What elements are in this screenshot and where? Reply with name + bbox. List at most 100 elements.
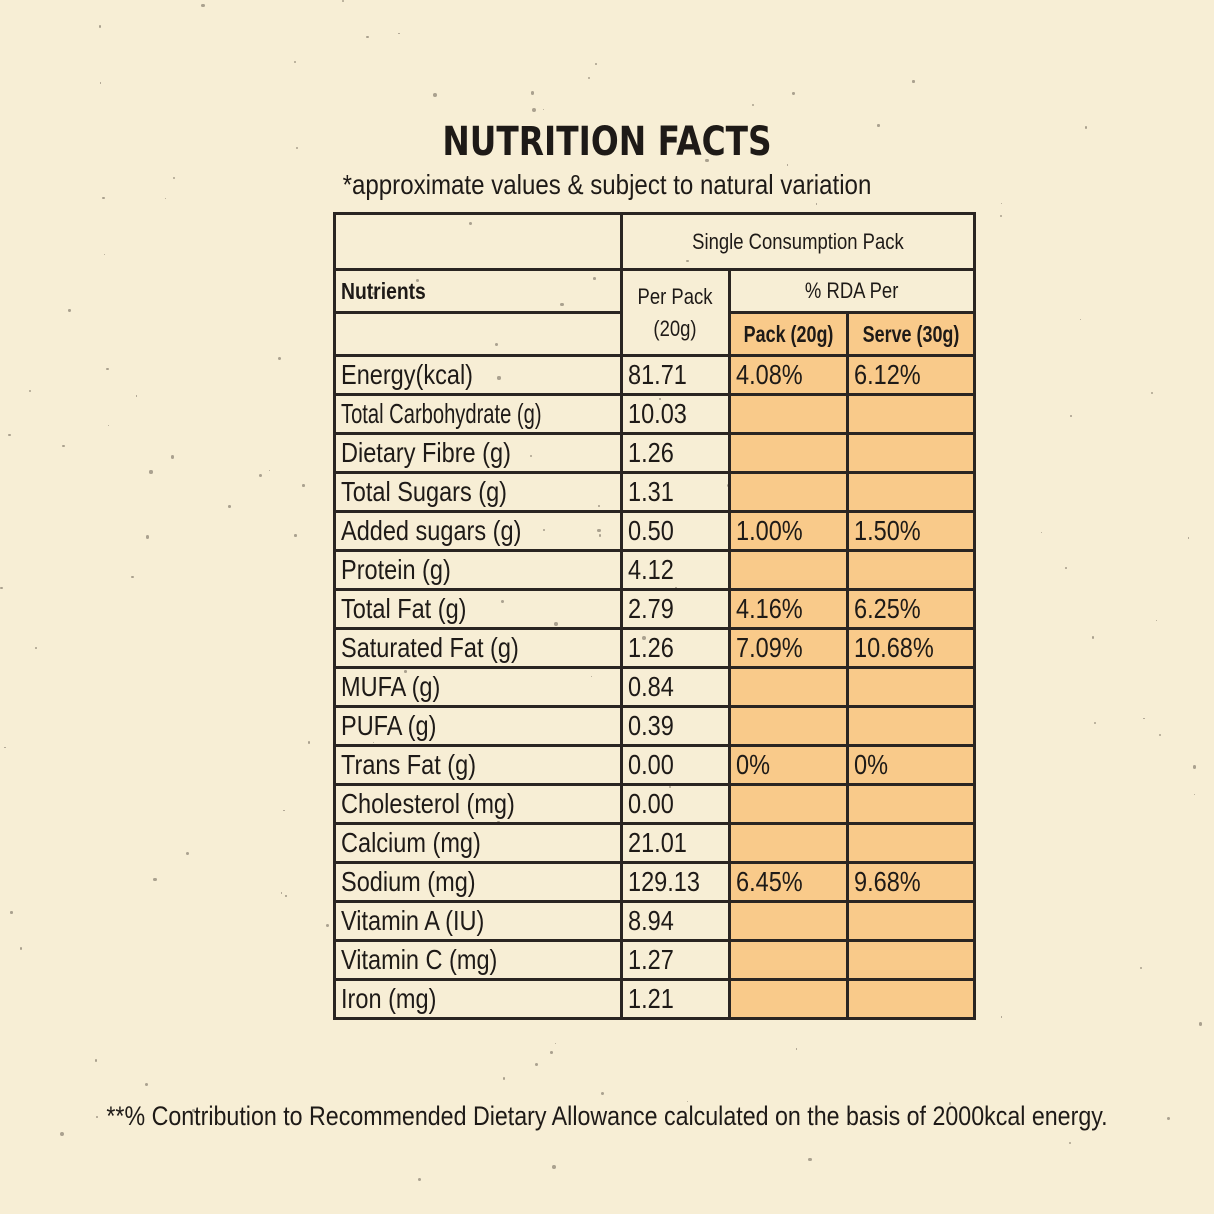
table-row: Saturated Fat (g) 1.26 7.09% 10.68% [333, 627, 976, 669]
rda-pack-value [727, 432, 849, 474]
paper-speck [280, 891, 283, 894]
rda-pack-value [727, 939, 849, 981]
paper-speck [554, 1043, 557, 1045]
rda-pack-value [727, 549, 849, 591]
paper-speck [144, 1083, 148, 1087]
paper-speck [4, 746, 6, 748]
per-pack-value: 129.13 [619, 861, 731, 903]
paper-speck [531, 107, 536, 112]
rda-serve-value [845, 939, 976, 981]
paper-speck [98, 25, 102, 28]
paper-speck [588, 77, 591, 80]
paper-speck [99, 82, 102, 84]
paper-speck [1193, 793, 1195, 796]
rda-pack-value [727, 900, 849, 942]
paper-speck [1091, 636, 1095, 639]
paper-speck [307, 741, 311, 744]
table-row: MUFA (g) 0.84 [333, 666, 976, 708]
paper-speck [1079, 318, 1082, 320]
rda-serve-value [845, 900, 976, 942]
paper-speck [1041, 531, 1043, 533]
paper-speck [0, 587, 3, 590]
footnote: **% Contribution to Recommended Dietary … [106, 1101, 1108, 1131]
paper-speck [1139, 967, 1143, 970]
rda-pack-value: 1.00% [727, 510, 849, 552]
paper-speck [530, 90, 535, 95]
rda-serve-value: 6.25% [845, 588, 976, 630]
paper-speck [686, 1100, 689, 1102]
per-pack-value: 2.79 [619, 588, 731, 630]
paper-speck [20, 947, 23, 950]
table-row: Energy(kcal) 81.71 4.08% 6.12% [333, 354, 976, 396]
paper-speck [1143, 717, 1145, 720]
nutrient-name: Vitamin A (IU) [333, 900, 623, 942]
per-pack-value: 1.26 [619, 627, 731, 669]
paper-speck [1084, 126, 1087, 129]
rda-header: % RDA Per [727, 268, 976, 314]
per-pack-value: 0.84 [619, 666, 731, 708]
paper-speck [502, 1077, 506, 1081]
nutrient-name: Calcium (mg) [333, 822, 623, 864]
paper-speck [227, 505, 231, 508]
nutrient-name: Iron (mg) [333, 978, 623, 1020]
rda-serve-value [845, 666, 976, 708]
table-row: Calcium (mg) 21.01 [333, 822, 976, 864]
rda-pack-value [727, 705, 849, 747]
nutrient-name: Total Carbohydrate (g) [333, 393, 623, 435]
nutrient-name: Sodium (mg) [333, 861, 623, 903]
empty-sub-cell [333, 311, 623, 357]
paper-speck [173, 177, 176, 180]
per-pack-value: 21.01 [619, 822, 731, 864]
paper-speck [877, 124, 880, 127]
rda-pack-value [727, 666, 849, 708]
table-row: Total Carbohydrate (g) 10.03 [333, 393, 976, 435]
paper-speck [549, 1051, 553, 1054]
paper-speck [1187, 537, 1190, 539]
paper-speck [135, 395, 138, 397]
paper-speck [535, 1063, 539, 1067]
paper-speck [1068, 1142, 1071, 1145]
nutrient-name: Dietary Fibre (g) [333, 432, 623, 474]
paper-speck [62, 444, 65, 448]
per-pack-header: Per Pack (20g) [619, 268, 731, 357]
paper-speck [170, 455, 175, 459]
paper-speck [808, 1157, 812, 1162]
rda-serve-value: 0% [845, 744, 976, 786]
table-row: Sodium (mg) 129.13 6.45% 9.68% [333, 861, 976, 903]
table-row: Added sugars (g) 0.50 1.00% 1.50% [333, 510, 976, 552]
paper-speck [191, 1108, 195, 1112]
paper-speck [145, 535, 150, 540]
paper-speck [786, 163, 789, 166]
group-header-row: Single Consumption Pack [333, 212, 976, 271]
column-header-row: Nutrients Per Pack (20g) % RDA Per [333, 268, 976, 357]
rda-pack-value [727, 393, 849, 435]
paper-speck [795, 1047, 798, 1050]
rda-pack-value: 0% [727, 744, 849, 786]
table-row: PUFA (g) 0.39 [333, 705, 976, 747]
per-pack-value: 1.27 [619, 939, 731, 981]
rda-pack-value: 7.09% [727, 627, 849, 669]
table-row: Protein (g) 4.12 [333, 549, 976, 591]
paper-speck [433, 92, 437, 97]
rda-pack-value: 4.08% [727, 354, 849, 396]
paper-speck [268, 470, 271, 472]
paper-speck [1158, 734, 1161, 737]
paper-speck [601, 1092, 605, 1096]
paper-speck [94, 1059, 98, 1062]
paper-speck [60, 1131, 65, 1136]
rda-serve-value [845, 549, 976, 591]
paper-speck [1093, 722, 1096, 725]
paper-speck [398, 33, 400, 35]
per-pack-value: 4.12 [619, 549, 731, 591]
nutrient-name: Cholesterol (mg) [333, 783, 623, 825]
paper-speck [34, 646, 37, 649]
paper-speck [103, 253, 106, 256]
paper-speck [1166, 1116, 1171, 1121]
paper-speck [68, 309, 71, 312]
paper-speck [285, 895, 287, 897]
paper-speck [325, 923, 330, 928]
nutrient-name: PUFA (g) [333, 705, 623, 747]
rda-pack-value [727, 783, 849, 825]
empty-header-cell [333, 212, 623, 271]
paper-speck [552, 1165, 557, 1169]
